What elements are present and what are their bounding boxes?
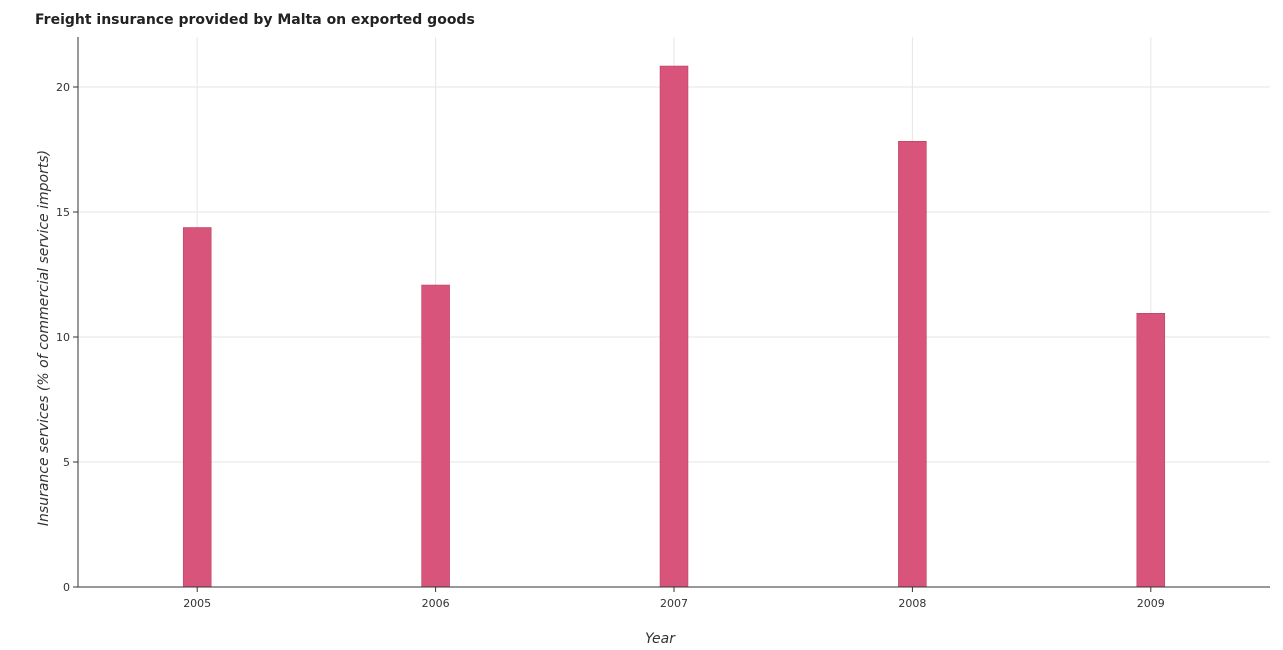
bars — [182, 65, 1166, 588]
bar-2006 — [421, 284, 450, 588]
bar-2005 — [182, 227, 212, 588]
axes — [73, 37, 1270, 592]
x-tick-label: 2006 — [422, 597, 450, 610]
chart-title: Freight insurance provided by Malta on e… — [35, 12, 475, 28]
x-tick-label: 2009 — [1137, 597, 1165, 610]
bar-2009 — [1136, 313, 1166, 588]
y-tick-labels: 0 5 10 15 20 — [56, 81, 70, 594]
y-tick-label: 10 — [56, 331, 70, 344]
x-tick-label: 2005 — [183, 597, 211, 610]
y-tick-label: 0 — [63, 581, 70, 594]
y-tick-label: 20 — [56, 81, 70, 94]
x-tick-label: 2007 — [660, 597, 688, 610]
y-tick-label: 5 — [63, 456, 70, 469]
x-axis-label: Year — [645, 631, 676, 647]
y-axis-label: Insurance services (% of commercial serv… — [36, 150, 52, 526]
y-tick-label: 15 — [56, 206, 70, 219]
x-tick-label: 2008 — [898, 597, 926, 610]
bar-2007 — [659, 65, 689, 588]
x-tick-labels: 2005 2006 2007 2008 2009 — [183, 597, 1165, 610]
bar-2008 — [898, 141, 927, 588]
